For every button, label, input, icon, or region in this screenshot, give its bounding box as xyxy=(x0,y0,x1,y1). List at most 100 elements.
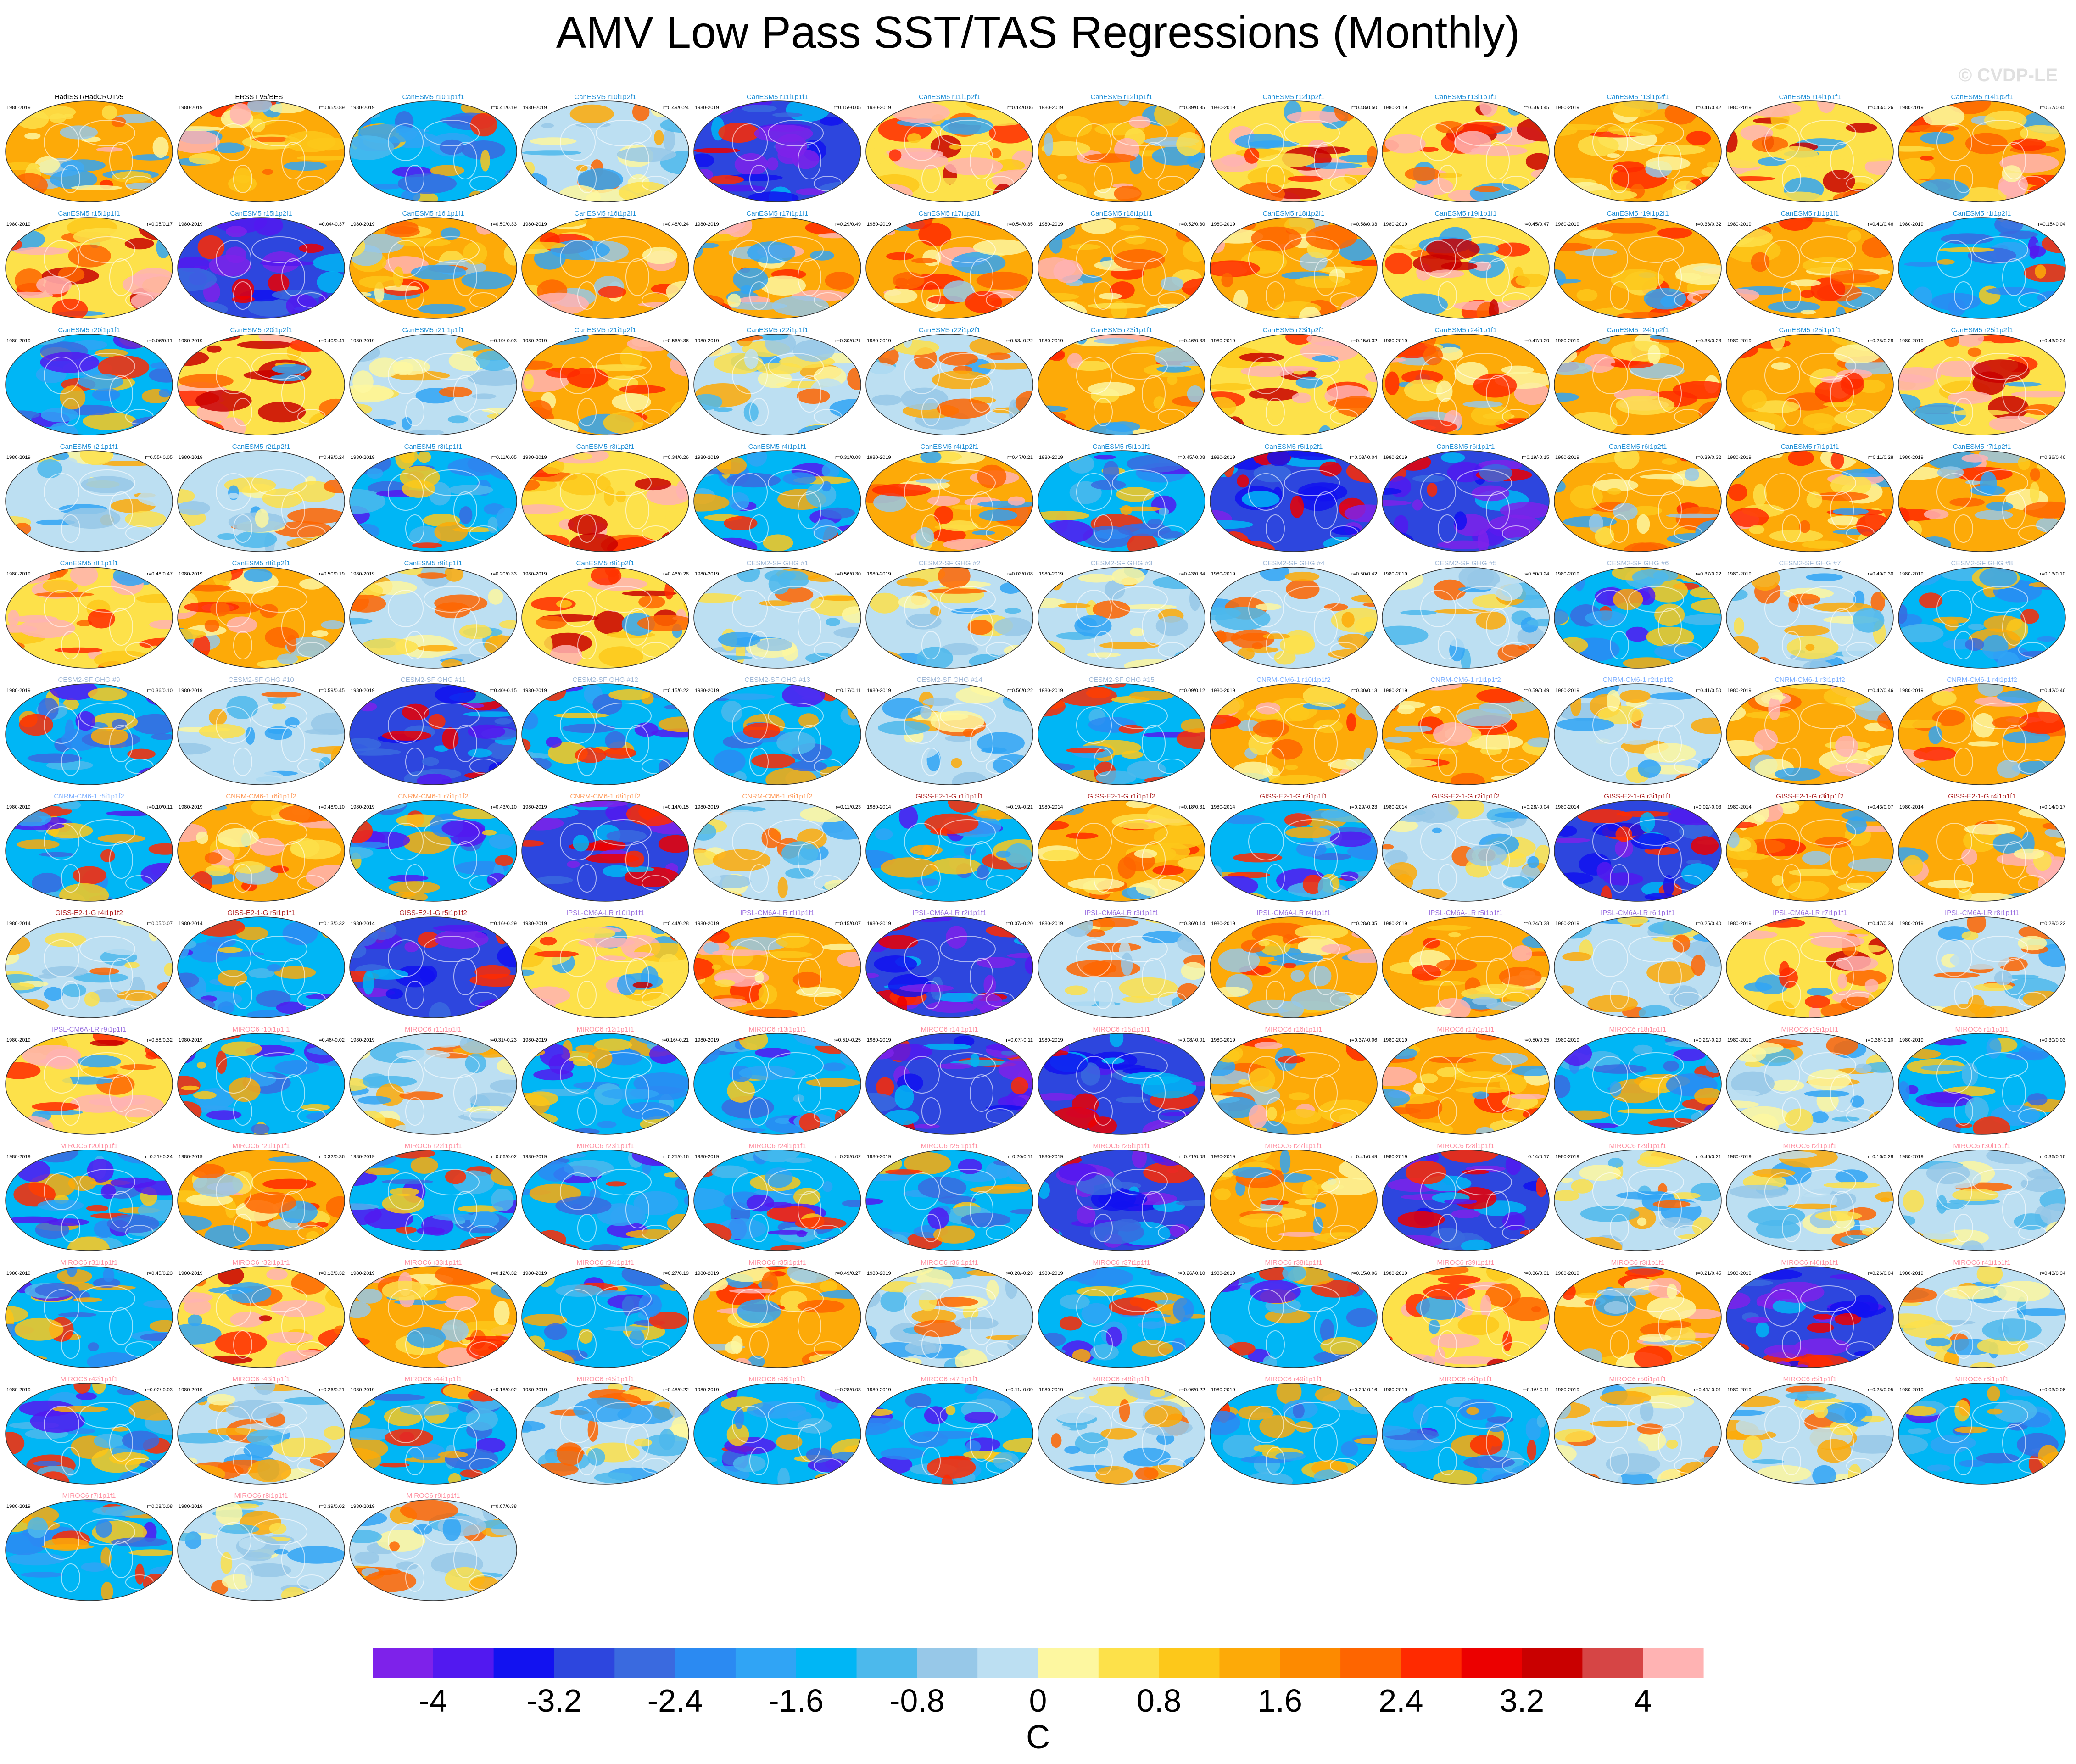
map-panel-title: CNRM-CM6-1 r6i1p1f2 xyxy=(226,793,296,800)
map-panel-title: MIROC6 r43i1p1f1 xyxy=(232,1375,290,1383)
map-panel-title: CanESM5 r5i1p2f1 xyxy=(1265,443,1323,451)
map-panel: MIROC6 r42i1p1f1 1980-2019 r=0.02/-0.03 xyxy=(5,1375,173,1485)
map-panel-stat: r=0.48/0.50 xyxy=(1351,105,1377,111)
map-panel-stat: r=0.11/0.23 xyxy=(836,804,861,810)
map-panel-period: 1980-2019 xyxy=(695,105,719,111)
map-panel-title: GISS-E2-1-G r5i1p1f2 xyxy=(399,909,467,917)
map-panel-period: 1980-2019 xyxy=(179,571,203,577)
map-panel-period: 1980-2019 xyxy=(179,1038,203,1043)
map-panel-stat: r=0.47/0.29 xyxy=(1524,338,1549,344)
map-panel-title: MIROC6 r20i1p1f1 xyxy=(60,1142,117,1150)
map-panel-title: HadISST/HadCRUTv5 xyxy=(55,93,123,101)
map-panel-title: MIROC6 r25i1p1f1 xyxy=(921,1142,978,1150)
map-panel-stat: r=0.28/-0.04 xyxy=(1522,804,1549,810)
map-panel-stat: r=0.20/0.33 xyxy=(491,571,517,577)
map-panel-title: MIROC6 r6i1p1f1 xyxy=(1955,1375,2009,1383)
map-panel-period: 1980-2019 xyxy=(351,338,375,344)
map-panel-stat: r=0.29/-0.20 xyxy=(1694,1038,1721,1043)
map-panel-stat: r=0.43/0.34 xyxy=(1179,571,1205,577)
map-panel-stat: r=0.26/0.04 xyxy=(1868,1271,1893,1276)
map-panel-period: 1980-2019 xyxy=(523,1387,547,1393)
map-panel-stat: r=0.40/-0.15 xyxy=(489,688,517,693)
map-panel-period: 1980-2019 xyxy=(1383,1271,1407,1276)
map-panel-title: CanESM5 r12i1p2f1 xyxy=(1262,93,1324,101)
map-panel: IPSL-CM6A-LR r5i1p1f1 1980-2019 r=0.24/0.3… xyxy=(1382,909,1550,1018)
map-panel-period: 1980-2014 xyxy=(1899,804,1924,810)
map-panel: GISS-E2-1-G r5i1p1f1 1980-2014 r=0.13/0.32 xyxy=(177,909,345,1018)
map-panel-period: 1980-2014 xyxy=(867,804,891,810)
map-panel-stat: r=0.24/0.38 xyxy=(1524,921,1549,927)
map-panel-stat: r=0.05/0.17 xyxy=(147,222,173,227)
map-panel-stat: r=0.56/0.30 xyxy=(835,571,861,577)
map-panel: MIROC6 r16i1p1f1 1980-2019 r=0.37/-0.06 xyxy=(1210,1026,1378,1135)
map-panel-period: 1980-2014 xyxy=(6,921,31,927)
map-panel-title: MIROC6 r18i1p1f1 xyxy=(1609,1026,1666,1033)
map-panel-stat: r=0.07/0.38 xyxy=(491,1504,517,1509)
map-panel-period: 1980-2019 xyxy=(867,105,891,111)
map-panel-stat: r=0.28/0.03 xyxy=(835,1387,861,1393)
map-panel-period: 1980-2019 xyxy=(351,455,375,460)
map-panel-title: CanESM5 r3i1p1f1 xyxy=(404,443,463,451)
map-panel-title: CanESM5 r20i1p1f1 xyxy=(58,326,120,334)
map-panel-stat: r=0.31/-0.23 xyxy=(489,1038,517,1043)
map-panel: CanESM5 r10i1p1f1 1980-2019 r=0.41/0.19 xyxy=(349,93,517,202)
map-panel-stat: r=0.47/0.21 xyxy=(1007,455,1033,460)
colorbar-box xyxy=(1098,1648,1160,1678)
map-panel-period: 1980-2019 xyxy=(179,1387,203,1393)
map-panel-stat: r=0.26/0.21 xyxy=(319,1387,345,1393)
map-panel-title: CNRM-CM6-1 r4i1p1f2 xyxy=(1947,676,2017,684)
map-panel: IPSL-CM6A-LR r9i1p1f1 1980-2019 r=0.58/0.3… xyxy=(5,1026,173,1135)
map-panel-period: 1980-2019 xyxy=(695,338,719,344)
map-panel-stat: r=0.58/0.32 xyxy=(147,1038,173,1043)
map-panel-stat: r=0.17/0.11 xyxy=(836,688,861,693)
map-panel-period: 1980-2019 xyxy=(1039,1271,1063,1276)
map-panel-period: 1980-2019 xyxy=(1727,222,1752,227)
map-panel: IPSL-CM6A-LR r4i1p1f1 1980-2019 r=0.28/0.3… xyxy=(1210,909,1378,1018)
map-panel-stat: r=0.16/-0.29 xyxy=(489,921,517,927)
map-panel-stat: r=0.54/0.35 xyxy=(1007,222,1033,227)
map-panel-period: 1980-2019 xyxy=(6,338,31,344)
map-panels: HadISST/HadCRUTv5 1980-2019 ERSST v5/BEST 1… xyxy=(5,93,2066,1601)
map-panel-stat: r=0.46/0.28 xyxy=(663,571,689,577)
map-panel-title: IPSL-CM6A-LR r9i1p1f1 xyxy=(52,1026,126,1033)
map-panel-stat: r=0.04/-0.37 xyxy=(317,222,345,227)
map-panel-period: 1980-2019 xyxy=(6,1038,31,1043)
map-panel-period: 1980-2019 xyxy=(351,222,375,227)
map-panel-period: 1980-2019 xyxy=(351,688,375,693)
map-panel-period: 1980-2019 xyxy=(523,571,547,577)
map-panel-period: 1980-2019 xyxy=(1039,105,1063,111)
colorbar-box xyxy=(977,1648,1038,1678)
map-panel-period: 1980-2019 xyxy=(1383,338,1407,344)
map-panel-period: 1980-2014 xyxy=(1211,804,1235,810)
colorbar-box xyxy=(493,1648,555,1678)
colorbar-box xyxy=(917,1648,978,1678)
map-panel: CanESM5 r4i1p2f1 1980-2019 r=0.47/0.21 xyxy=(865,443,1033,552)
map-panel-period: 1980-2019 xyxy=(1555,688,1579,693)
map-panel-title: MIROC6 r41i1p1f1 xyxy=(1953,1259,2010,1267)
map-panel-stat: r=0.41/0.50 xyxy=(1696,688,1721,693)
map-panel-period: 1980-2019 xyxy=(1383,1038,1407,1043)
map-panel-stat: r=0.45/0.47 xyxy=(1524,222,1549,227)
map-panel-period: 1980-2019 xyxy=(351,1271,375,1276)
map-panel-title: MIROC6 r45i1p1f1 xyxy=(576,1375,634,1383)
colorbar-box xyxy=(1643,1648,1704,1678)
map-panel: MIROC6 r5i1p1f1 1980-2019 r=0.25/0.05 xyxy=(1726,1375,1894,1485)
map-panel: MIROC6 r50i1p1f1 1980-2019 r=0.41/-0.01 xyxy=(1554,1375,1722,1485)
map-panel-stat: r=0.49/0.24 xyxy=(663,105,689,111)
map-panel-title: CNRM-CM6-1 r7i1p1f2 xyxy=(398,793,468,800)
map-panel-stat: r=0.19/-0.03 xyxy=(489,338,517,344)
map-panel-period: 1980-2014 xyxy=(179,921,203,927)
map-panel-period: 1980-2019 xyxy=(695,1154,719,1160)
map-panel-title: CESM2-SF GHG #12 xyxy=(572,676,638,684)
map-panel-stat: r=0.50/0.33 xyxy=(491,222,517,227)
map-panel-period: 1980-2019 xyxy=(1899,338,1924,344)
map-panel-title: MIROC6 r21i1p1f1 xyxy=(232,1142,290,1150)
map-panel-period: 1980-2019 xyxy=(1039,921,1063,927)
map-panel-period: 1980-2019 xyxy=(695,1387,719,1393)
map-panel-stat: r=0.39/0.02 xyxy=(319,1504,345,1509)
map-panel-stat: r=0.48/0.22 xyxy=(663,1387,689,1393)
map-panel-stat: r=0.41/0.42 xyxy=(1696,105,1721,111)
map-panel-period: 1980-2019 xyxy=(1899,222,1924,227)
map-panel-title: CanESM5 r23i1p1f1 xyxy=(1090,326,1152,334)
map-panel: CESM2-SF GHG #11 1980-2019 r=0.40/-0.15 xyxy=(349,676,517,785)
